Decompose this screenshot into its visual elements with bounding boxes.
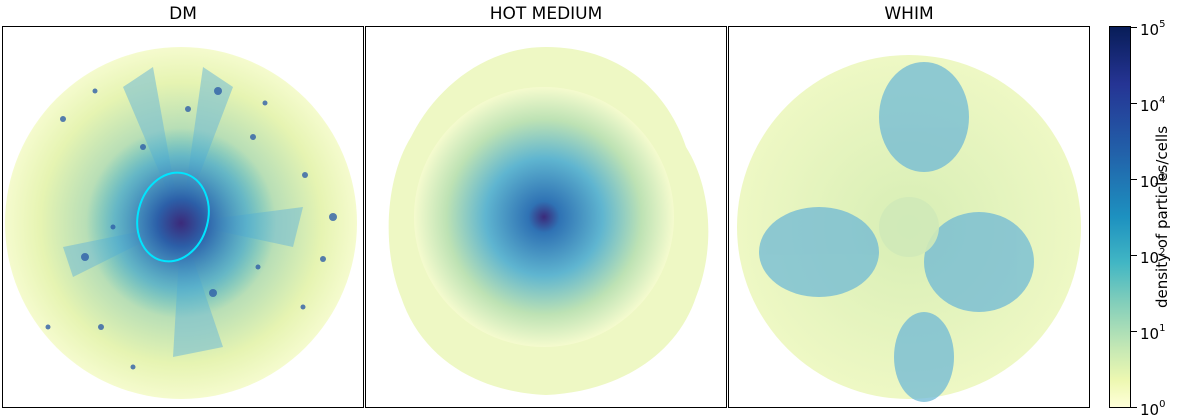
- dm-density-map: [2, 26, 364, 408]
- dm-highlight-ellipse: [136, 171, 210, 263]
- panel-title-whim: WHIM: [884, 4, 934, 24]
- colorbar-tick-label: 103: [1140, 171, 1166, 191]
- colorbar-tick-label: 101: [1140, 323, 1166, 343]
- hot-medium-density-map: [365, 26, 727, 408]
- panel-title-dm: DM: [169, 4, 197, 24]
- panel-title-hot-medium: HOT MEDIUM: [489, 4, 603, 24]
- dm-core: [86, 128, 276, 318]
- whim-lobe-right: [924, 212, 1034, 312]
- colorbar-tick: [1131, 103, 1137, 104]
- colorbar-tick-label: 104: [1140, 95, 1166, 115]
- colorbar-tick: [1131, 331, 1137, 332]
- whim-lobe-bottom: [894, 312, 954, 402]
- colorbar-tick-label: 105: [1140, 19, 1166, 39]
- colorbar-tick-label: 100: [1140, 399, 1166, 419]
- colorbar-tick-label: 102: [1140, 247, 1166, 267]
- whim-lobe-left: [759, 207, 879, 297]
- whim-lobe-top: [879, 62, 969, 172]
- whim-density-map: [728, 26, 1090, 408]
- colorbar: [1109, 26, 1131, 408]
- colorbar-tick: [1131, 179, 1137, 180]
- colorbar-tick: [1131, 407, 1137, 408]
- colorbar-tick: [1131, 27, 1137, 28]
- colorbar-label: density of particles/cells: [1153, 125, 1171, 309]
- hot-medium-core: [414, 87, 674, 347]
- colorbar-tick: [1131, 255, 1137, 256]
